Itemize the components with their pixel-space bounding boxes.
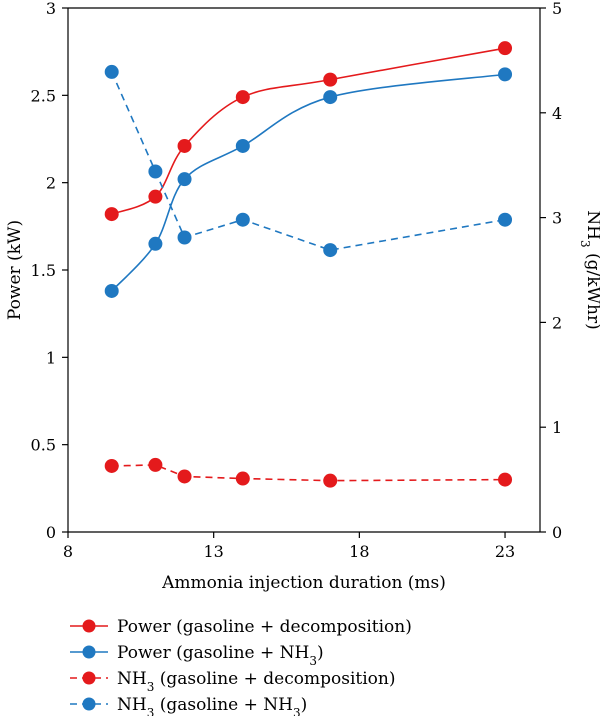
legend: Power (gasoline + decomposition) Power (g… xyxy=(70,617,412,716)
data-point-nh3_nh3 xyxy=(148,164,163,179)
data-point-nh3_decomp xyxy=(235,471,250,486)
legend-marker-power_nh3 xyxy=(82,645,96,659)
x-tick-label: 18 xyxy=(349,542,369,561)
data-point-nh3_nh3 xyxy=(498,212,513,227)
series-line-power_nh3 xyxy=(111,73,506,292)
legend-marker-nh3_nh3 xyxy=(82,697,96,711)
y-left-tick-label: 2.5 xyxy=(31,86,56,105)
series-layer xyxy=(104,41,513,488)
y-left-axis-title: Power (kW) xyxy=(5,220,25,320)
y-right-tick-label: 1 xyxy=(552,418,562,437)
y-right-tick-label: 4 xyxy=(552,104,562,123)
data-point-power_decomp xyxy=(498,41,513,56)
x-tick-label: 13 xyxy=(203,542,223,561)
x-tick-label: 8 xyxy=(63,542,73,561)
data-point-power_nh3 xyxy=(177,172,192,187)
data-point-nh3_nh3 xyxy=(235,212,250,227)
y-left-tick-label: 2 xyxy=(46,174,56,193)
y-right-tick-label: 2 xyxy=(552,313,562,332)
data-point-nh3_nh3 xyxy=(177,230,192,245)
data-point-power_nh3 xyxy=(148,236,163,251)
series-line-nh3_decomp xyxy=(111,464,506,482)
legend-label-nh3_nh3: NH3 (gasoline + NH3) xyxy=(117,695,307,716)
y-right-tick-label: 5 xyxy=(552,0,562,18)
data-point-power_decomp xyxy=(104,207,119,222)
series-line-power_decomp xyxy=(111,47,506,215)
data-point-power_decomp xyxy=(177,138,192,153)
data-point-nh3_decomp xyxy=(148,457,163,472)
data-point-power_nh3 xyxy=(323,90,338,105)
x-axis-title: Ammonia injection duration (ms) xyxy=(161,573,446,593)
y-right-tick-label: 3 xyxy=(552,209,562,228)
data-point-power_nh3 xyxy=(498,67,513,82)
legend-label-power_nh3: Power (gasoline + NH3) xyxy=(117,643,324,668)
series-line-nh3_nh3 xyxy=(110,71,506,251)
data-point-power_nh3 xyxy=(104,283,119,298)
data-point-nh3_decomp xyxy=(104,458,119,473)
legend-marker-nh3_decomp xyxy=(82,671,96,685)
legend-label-nh3_decomp: NH3 (gasoline + decomposition) xyxy=(117,669,395,694)
data-point-power_decomp xyxy=(323,72,338,87)
y-left-tick-label: 3 xyxy=(46,0,56,18)
legend-label-power_decomp: Power (gasoline + decomposition) xyxy=(117,617,412,637)
y-left-tick-label: 1.5 xyxy=(31,261,56,280)
data-point-power_decomp xyxy=(235,90,250,105)
data-point-nh3_decomp xyxy=(498,472,513,487)
legend-marker-power_decomp xyxy=(82,619,96,633)
data-point-nh3_nh3 xyxy=(104,64,119,79)
data-point-power_decomp xyxy=(148,189,163,204)
x-tick-label: 23 xyxy=(495,542,515,561)
data-point-power_nh3 xyxy=(235,138,250,153)
data-point-nh3_decomp xyxy=(177,469,192,484)
y-left-tick-label: 0 xyxy=(46,523,56,542)
y-right-tick-label: 0 xyxy=(552,523,562,542)
y-right-axis-title: NH3 (g/kWhr) xyxy=(578,210,600,329)
y-left-tick-label: 0.5 xyxy=(31,436,56,455)
data-point-nh3_decomp xyxy=(323,473,338,488)
data-point-nh3_nh3 xyxy=(323,243,338,258)
y-left-tick-label: 1 xyxy=(46,348,56,367)
